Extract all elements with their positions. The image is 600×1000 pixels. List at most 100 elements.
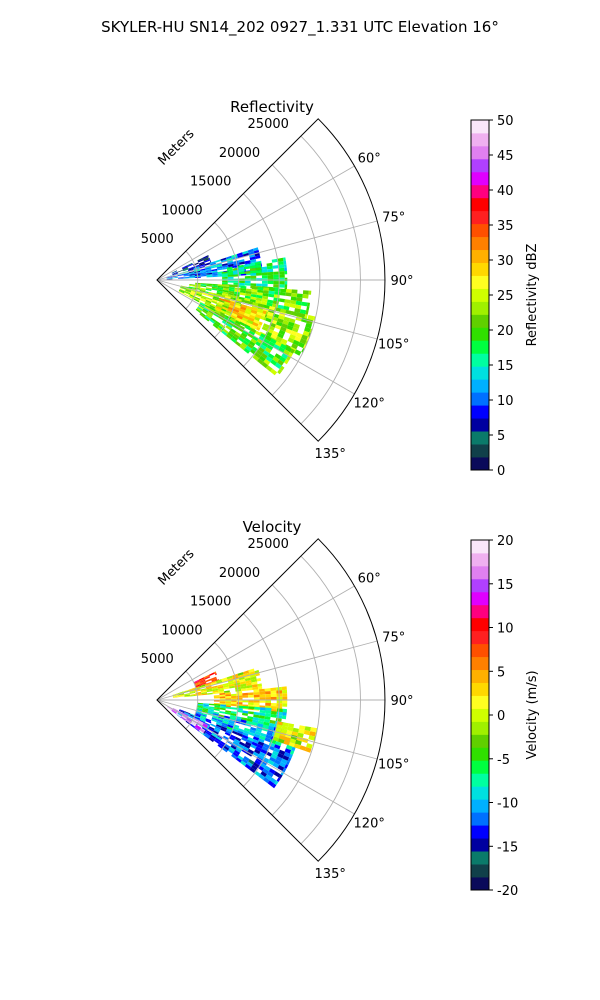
echo-cell (262, 310, 267, 315)
echo-cell (199, 679, 206, 683)
echo-cell (212, 296, 219, 300)
echo-cell (217, 685, 224, 689)
radial-tick-label: 15000 (190, 175, 231, 190)
echo-cell (283, 264, 287, 268)
azimuth-spoke (156, 585, 355, 701)
echo-cell (255, 300, 262, 304)
echo-cell (231, 697, 237, 700)
echo-cell (255, 746, 262, 752)
echo-cell (277, 318, 284, 324)
echo-cell (205, 301, 211, 305)
echo-cell (248, 317, 255, 322)
echo-cell (270, 338, 277, 345)
echo-cell (275, 727, 282, 732)
echo-cell (308, 735, 315, 741)
echo-cell (228, 319, 235, 325)
echo-cell (270, 333, 278, 340)
echo-cell (237, 755, 244, 761)
colorbar-swatch (471, 721, 489, 735)
echo-cell (221, 679, 228, 683)
echo-cell (245, 322, 253, 327)
echo-cell (272, 356, 280, 363)
echo-cell (219, 298, 226, 302)
echo-cell (313, 316, 316, 321)
echo-cell (206, 283, 213, 286)
colorbar-swatch (471, 314, 489, 328)
echo-cell (172, 693, 179, 696)
echo-cell (197, 702, 204, 705)
echo-cell (295, 300, 302, 306)
colorbar-swatch (471, 249, 489, 263)
echo-cell (217, 284, 224, 287)
echo-cell (190, 291, 197, 295)
echo-cell (263, 743, 270, 749)
echo-cell (242, 732, 249, 737)
echo-cell (221, 304, 228, 309)
echo-cell (277, 765, 285, 771)
echo-cell (251, 684, 258, 688)
echo-cell (244, 295, 251, 299)
echo-cell (249, 267, 256, 271)
echo-cell (189, 277, 196, 279)
echo-cell (199, 678, 205, 682)
echo-cell (304, 326, 311, 333)
echo-cell (253, 692, 260, 695)
echo-cell (256, 294, 263, 299)
echo-cell (276, 724, 283, 729)
echo-cell (240, 319, 247, 325)
echo-cell (248, 700, 254, 703)
echo-cell (294, 308, 301, 313)
echo-cell (207, 711, 214, 715)
azimuth-tick-label: 120° (354, 397, 385, 412)
echo-cell (177, 710, 183, 715)
echo-cell (178, 290, 185, 294)
echo-cell (274, 759, 281, 765)
echo-cell (248, 706, 255, 710)
echo-cell (238, 271, 245, 275)
echo-cell (183, 293, 190, 297)
echo-cell (194, 683, 201, 687)
echo-cell (225, 696, 232, 699)
echo-cell (200, 688, 207, 691)
echo-cell (275, 741, 282, 747)
echo-cell (171, 270, 177, 274)
azimuth-tick-label: 120° (354, 817, 385, 832)
colorbar-tick-label: 0 (497, 464, 505, 479)
echo-cell (218, 691, 225, 694)
echo-cell (226, 257, 233, 262)
echo-cell (244, 744, 251, 749)
echo-cell (269, 777, 277, 784)
echo-cell (230, 703, 237, 707)
echo-cell (253, 689, 260, 693)
azimuth-spoke (156, 165, 355, 281)
figure-title: SKYLER-HU SN14_202 0927_1.331 UTC Elevat… (101, 18, 499, 37)
azimuth-tick-label: 105° (378, 337, 409, 352)
echo-cell (202, 255, 209, 260)
echo-cell (173, 696, 179, 698)
echo-cell (200, 274, 207, 277)
echo-cell (233, 270, 239, 273)
radial-tick-label: 15000 (190, 595, 231, 610)
echo-cell (227, 276, 234, 279)
echo-cell (217, 684, 224, 688)
echo-cell (199, 684, 206, 688)
echo-cell (221, 271, 228, 274)
echo-cell (224, 690, 230, 693)
echo-cell (229, 685, 235, 689)
echo-cell (186, 286, 192, 289)
echo-cell (261, 272, 268, 276)
echo-cell (228, 681, 235, 685)
radial-tick-label: 10000 (161, 623, 202, 638)
echo-cell (182, 267, 189, 271)
echo-cell (212, 687, 218, 690)
azimuth-spoke (156, 699, 378, 760)
echo-cell (200, 715, 207, 719)
echo-cell (252, 751, 260, 757)
colorbar-swatch (471, 838, 489, 852)
echo-cell (258, 773, 266, 780)
echo-cell (293, 323, 300, 329)
echo-cell (191, 289, 197, 293)
radial-tick-label: 20000 (219, 146, 260, 161)
echo-cell (213, 730, 219, 735)
echo-cell (201, 692, 208, 695)
